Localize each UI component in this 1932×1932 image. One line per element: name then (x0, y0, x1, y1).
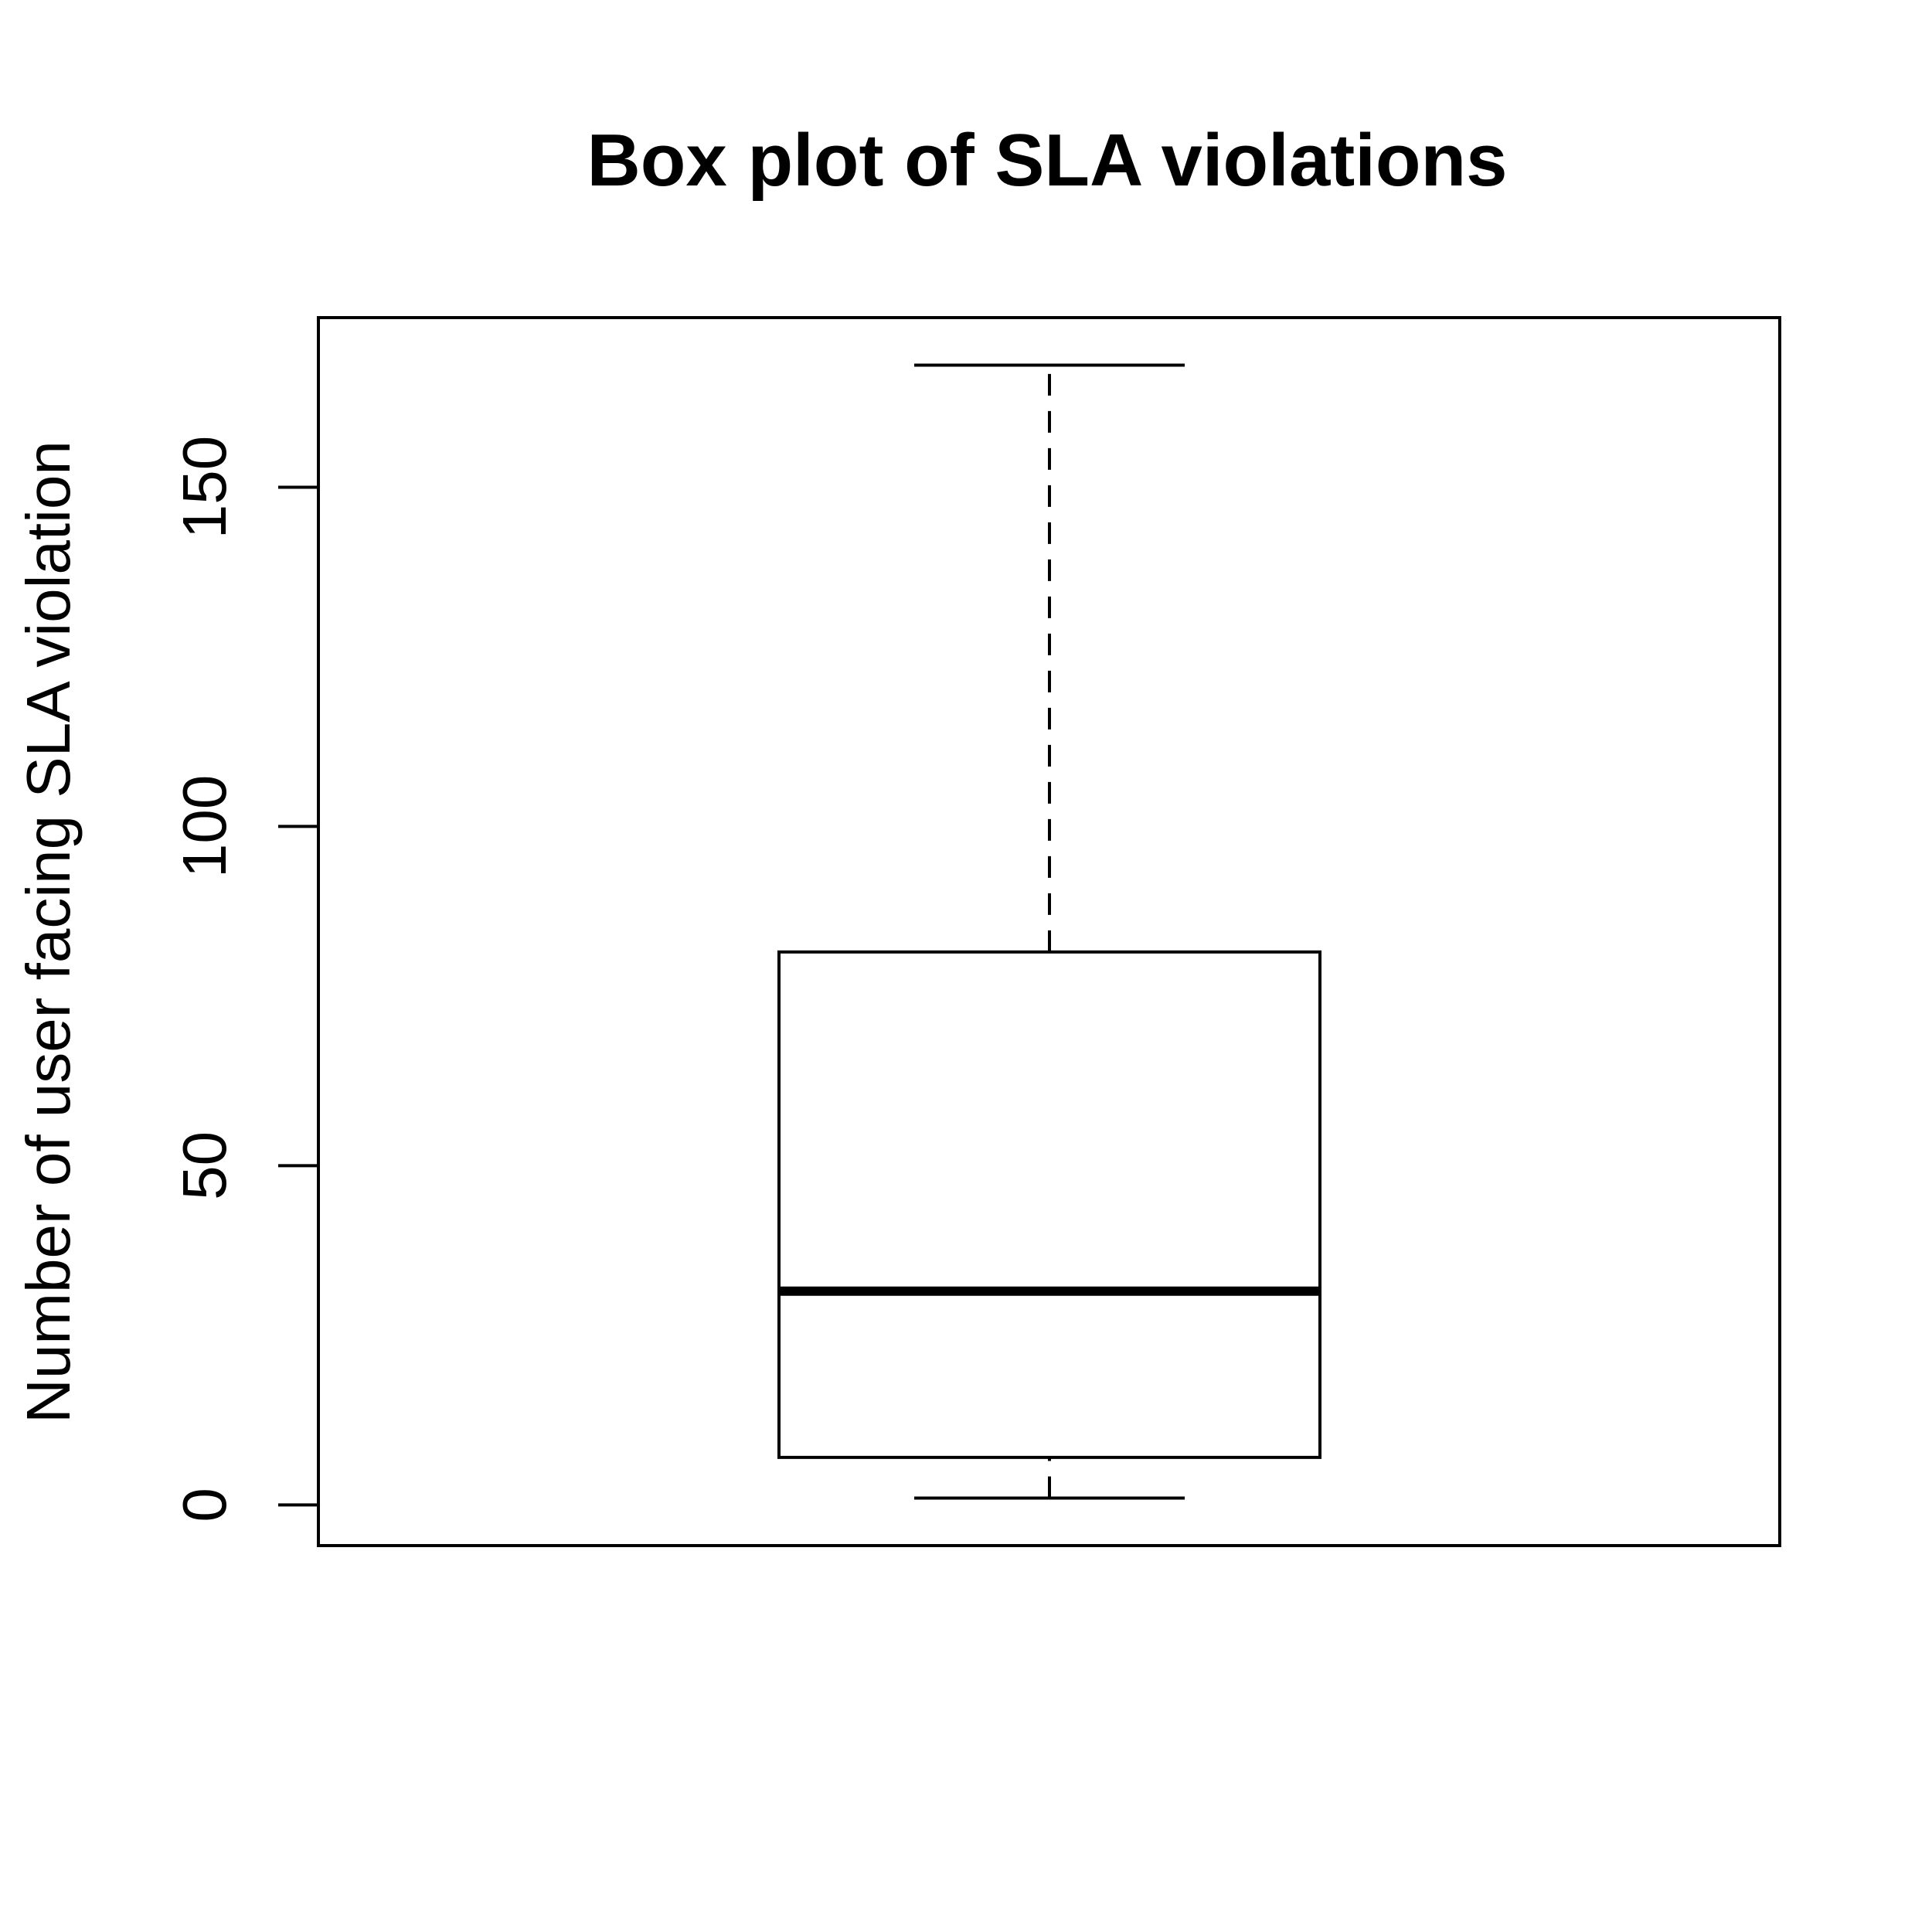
y-tick-label-0: 0 (170, 1488, 239, 1522)
box-iqr (777, 950, 1321, 1459)
chart-title: Box plot of SLA violations (587, 119, 1507, 202)
y-axis-label: Number of user facing SLA violation (14, 440, 83, 1423)
box-plot (777, 363, 1321, 1500)
y-tick-label-100: 100 (170, 775, 239, 878)
y-axis: 0 50 100 150 (170, 436, 320, 1522)
y-tick-label-150: 150 (170, 436, 239, 539)
y-tick-label-50: 50 (170, 1131, 239, 1200)
